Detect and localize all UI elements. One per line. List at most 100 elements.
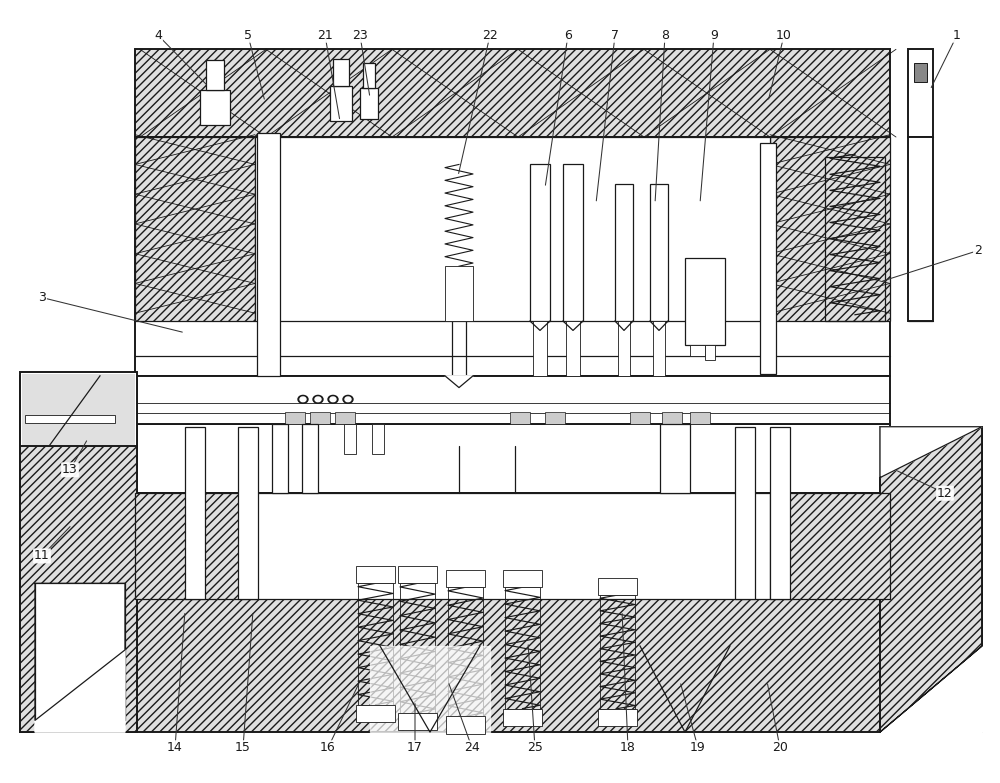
Bar bbox=[660, 424, 690, 493]
Text: 4: 4 bbox=[154, 29, 162, 41]
Bar bbox=[398, 713, 437, 730]
Text: 2: 2 bbox=[974, 244, 982, 257]
Circle shape bbox=[298, 395, 308, 403]
Bar bbox=[533, 321, 547, 376]
Bar bbox=[503, 709, 542, 726]
Text: 12: 12 bbox=[937, 487, 953, 500]
Text: 23: 23 bbox=[352, 29, 368, 41]
Circle shape bbox=[300, 397, 306, 402]
Text: 16: 16 bbox=[320, 742, 336, 754]
Text: 18: 18 bbox=[620, 742, 636, 754]
Bar bbox=[310, 412, 330, 424]
Bar bbox=[880, 427, 982, 732]
Bar bbox=[185, 427, 205, 599]
Bar bbox=[25, 415, 115, 423]
Bar bbox=[238, 427, 258, 599]
Bar bbox=[615, 184, 633, 321]
Bar bbox=[545, 412, 565, 424]
Bar bbox=[257, 133, 280, 376]
Bar bbox=[914, 63, 927, 82]
Bar bbox=[356, 705, 395, 722]
Polygon shape bbox=[445, 376, 473, 388]
Circle shape bbox=[313, 395, 323, 403]
Bar bbox=[510, 412, 530, 424]
Text: 25: 25 bbox=[527, 742, 543, 754]
Polygon shape bbox=[880, 427, 982, 478]
Bar bbox=[653, 321, 665, 376]
Text: 5: 5 bbox=[244, 29, 252, 41]
Bar bbox=[446, 570, 485, 587]
Circle shape bbox=[343, 395, 353, 403]
Bar bbox=[705, 345, 715, 360]
Bar bbox=[662, 412, 682, 424]
Bar bbox=[20, 372, 137, 446]
Bar bbox=[255, 137, 770, 321]
Bar bbox=[360, 88, 378, 119]
Bar bbox=[908, 137, 933, 321]
Polygon shape bbox=[880, 646, 982, 732]
Bar bbox=[825, 157, 885, 321]
Text: 3: 3 bbox=[38, 291, 46, 304]
Circle shape bbox=[328, 395, 338, 403]
Bar bbox=[880, 427, 982, 732]
Bar bbox=[598, 578, 637, 595]
Bar bbox=[135, 49, 890, 137]
Circle shape bbox=[315, 397, 321, 402]
Circle shape bbox=[330, 397, 336, 402]
Bar bbox=[330, 86, 352, 121]
Text: 17: 17 bbox=[407, 742, 423, 754]
Bar bbox=[200, 90, 230, 125]
Bar bbox=[363, 63, 375, 88]
Bar bbox=[503, 570, 542, 587]
Text: 22: 22 bbox=[482, 29, 498, 41]
Bar bbox=[333, 59, 349, 86]
Bar bbox=[566, 321, 580, 376]
Bar bbox=[770, 137, 890, 321]
Bar bbox=[630, 412, 650, 424]
Bar bbox=[302, 424, 318, 493]
Bar bbox=[446, 716, 485, 734]
Bar bbox=[22, 374, 135, 445]
Bar bbox=[372, 424, 384, 454]
Text: 20: 20 bbox=[772, 742, 788, 754]
Bar bbox=[690, 412, 710, 424]
Bar bbox=[770, 427, 790, 599]
Bar bbox=[908, 49, 933, 137]
Bar bbox=[135, 493, 890, 599]
Bar bbox=[344, 424, 356, 454]
Text: 1: 1 bbox=[953, 29, 961, 41]
Bar bbox=[650, 184, 668, 321]
Bar bbox=[135, 321, 890, 376]
Bar bbox=[255, 493, 770, 599]
Bar bbox=[690, 345, 705, 356]
Bar bbox=[135, 424, 890, 493]
Bar bbox=[400, 583, 435, 713]
Text: 14: 14 bbox=[167, 742, 183, 754]
Bar bbox=[20, 380, 137, 419]
Text: 7: 7 bbox=[611, 29, 619, 41]
Bar bbox=[505, 587, 540, 709]
Bar bbox=[760, 143, 776, 374]
Text: 11: 11 bbox=[34, 550, 50, 562]
Polygon shape bbox=[370, 646, 490, 732]
Circle shape bbox=[345, 397, 351, 402]
Bar bbox=[135, 137, 255, 321]
Bar bbox=[135, 493, 255, 599]
Bar bbox=[685, 258, 725, 345]
Bar bbox=[358, 583, 393, 705]
Bar bbox=[206, 60, 224, 90]
Bar bbox=[335, 412, 355, 424]
Bar bbox=[272, 424, 288, 493]
Bar bbox=[530, 164, 550, 321]
Bar bbox=[563, 164, 583, 321]
Text: 13: 13 bbox=[62, 464, 78, 476]
Bar bbox=[448, 587, 483, 716]
Text: 9: 9 bbox=[710, 29, 718, 41]
Bar bbox=[398, 566, 437, 583]
Bar bbox=[20, 376, 137, 732]
Text: 10: 10 bbox=[776, 29, 792, 41]
Bar bbox=[135, 137, 890, 321]
Bar bbox=[20, 376, 137, 732]
Text: 21: 21 bbox=[317, 29, 333, 41]
Text: 19: 19 bbox=[690, 742, 706, 754]
